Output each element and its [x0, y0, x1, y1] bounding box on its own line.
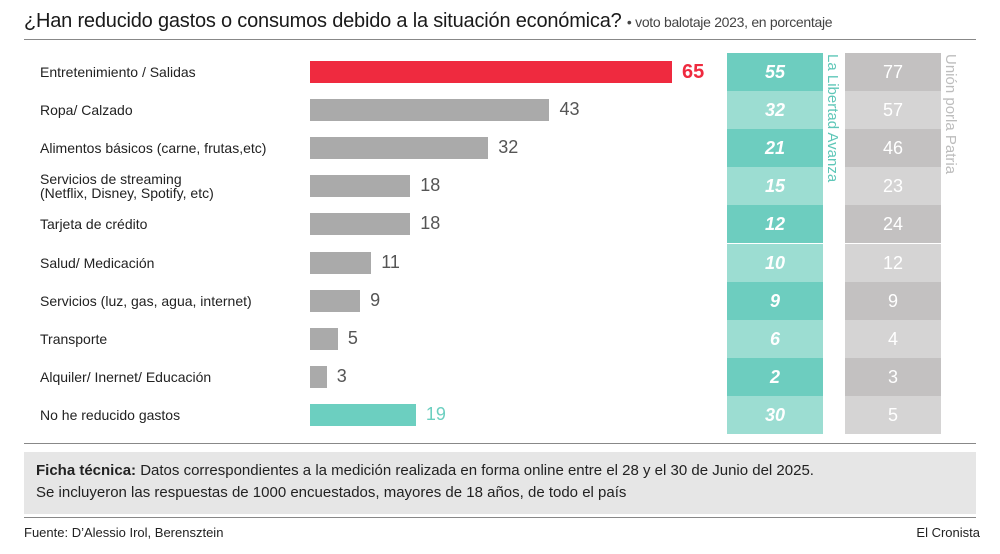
party-cell: 15	[727, 167, 823, 206]
ficha-label: Ficha técnica:	[36, 462, 137, 479]
ficha-line1: Datos correspondientes a la medición rea…	[136, 462, 814, 479]
value-label: 43	[559, 99, 580, 120]
bar	[310, 175, 411, 198]
party-cell: 9	[727, 281, 823, 320]
category-label: Tarjeta de crédito	[40, 216, 148, 233]
party-cell: 24	[845, 205, 941, 244]
party-cell: 10	[727, 243, 823, 282]
bar	[310, 403, 416, 426]
category-label: Servicios (luz, gas, agua, internet)	[40, 292, 252, 309]
party-cell: 23	[845, 167, 941, 206]
bar	[310, 251, 372, 274]
mid-rule	[24, 443, 976, 444]
bar	[310, 213, 411, 236]
party-cell: 30	[727, 395, 823, 434]
bar	[310, 61, 672, 84]
value-label: 5	[347, 327, 358, 348]
category-label: Entretenimiento / Salidas	[40, 64, 196, 81]
party-cell: 46	[845, 129, 941, 168]
party-cell: 4	[845, 319, 941, 358]
brand: El Cronista	[916, 525, 980, 540]
party-cell: 9	[845, 281, 941, 320]
party-cell: 21	[727, 129, 823, 168]
category-label: Alimentos básicos (carne, frutas,etc)	[40, 140, 267, 157]
category-label: Servicios de streaming (Netflix, Disney, …	[40, 171, 214, 202]
bar	[310, 137, 489, 160]
category-label: No he reducido gastos	[40, 406, 181, 423]
party-cell: 32	[727, 91, 823, 130]
series-label: Unión porla Patria	[942, 54, 959, 175]
value-label: 3	[336, 365, 347, 386]
bar	[310, 99, 550, 122]
party-cell: 12	[845, 243, 941, 282]
chart-subtitle: • voto balotaje 2023, en porcentaje	[626, 14, 833, 30]
bar	[310, 365, 327, 388]
source: Fuente: D’Alessio Irol, Berensztein	[24, 525, 224, 540]
party-cell: 12	[727, 205, 823, 244]
bottom-rule	[24, 517, 976, 518]
ficha-tecnica: Ficha técnica: Datos correspondientes a …	[24, 452, 976, 514]
value-label: 18	[420, 213, 441, 234]
value-label: 9	[370, 289, 381, 310]
top-rule	[24, 39, 976, 40]
bar	[310, 327, 338, 350]
chart-title: ¿Han reducido gastos o consumos debido a…	[24, 10, 833, 33]
value-label: 65	[682, 61, 705, 84]
value-label: 11	[381, 251, 400, 272]
category-label: Salud/ Medicación	[40, 254, 155, 271]
value-label: 32	[498, 137, 519, 158]
title-text: ¿Han reducido gastos o consumos debido a…	[24, 10, 622, 32]
party-cell: 55	[727, 53, 823, 92]
party-cell: 77	[845, 53, 941, 92]
bar	[310, 289, 361, 312]
party-cell: 57	[845, 91, 941, 130]
category-label: Ropa/ Calzado	[40, 102, 133, 119]
party-cell: 3	[845, 357, 941, 396]
value-label: 19	[425, 403, 446, 424]
party-cell: 5	[845, 395, 941, 434]
category-label: Transporte	[40, 330, 108, 347]
category-label: Alquiler/ Inernet/ Educación	[40, 368, 212, 385]
party-cell: 6	[727, 319, 823, 358]
ficha-line2: Se incluyeron las respuestas de 1000 enc…	[36, 484, 627, 501]
party-cell: 2	[727, 357, 823, 396]
series-label: La Libertad Avanza	[824, 54, 841, 183]
value-label: 18	[420, 175, 441, 196]
